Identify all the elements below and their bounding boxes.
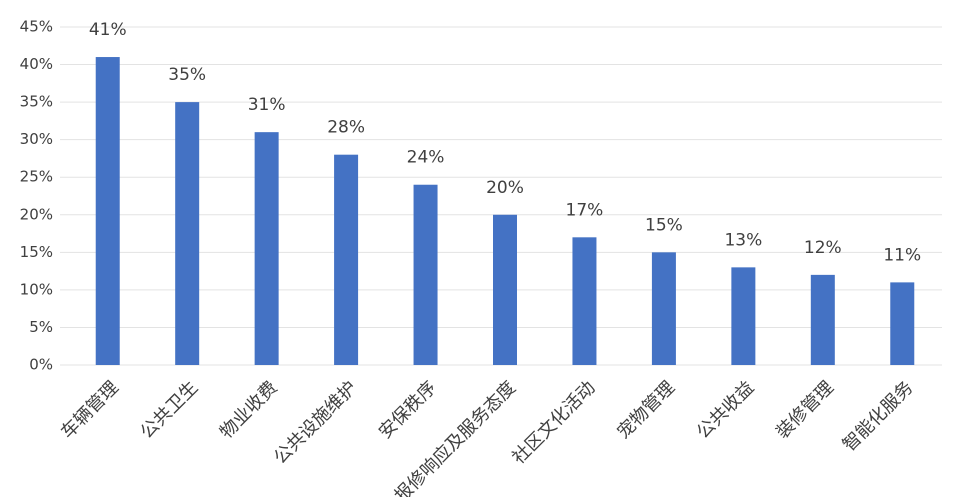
x-tick-label: 安保秩序: [375, 377, 441, 443]
bar: [334, 154, 359, 365]
bar: [95, 57, 120, 366]
bar: [175, 102, 200, 365]
y-tick-label: 20%: [20, 205, 53, 223]
value-label: 17%: [566, 200, 604, 220]
value-label: 35%: [168, 65, 206, 85]
y-tick-label: 10%: [20, 280, 53, 298]
bar: [890, 282, 915, 365]
x-tick-label: 公共卫生: [136, 377, 202, 443]
bar: [572, 237, 597, 365]
x-tick-label: 公共设施维护: [270, 377, 361, 468]
value-label: 15%: [645, 215, 683, 235]
x-tick-label: 装修管理: [772, 377, 838, 443]
y-tick-label: 15%: [20, 243, 53, 261]
bar: [254, 132, 279, 365]
y-tick-label: 30%: [20, 130, 53, 148]
value-label: 41%: [89, 20, 127, 40]
y-tick-label: 45%: [20, 18, 53, 36]
value-label: 28%: [327, 118, 365, 138]
x-tick-label: 公共收益: [693, 377, 759, 443]
y-tick-label: 5%: [29, 318, 53, 336]
y-tick-label: 40%: [20, 55, 53, 73]
x-tick-label: 物业收费: [216, 377, 282, 443]
value-label: 31%: [248, 95, 286, 115]
value-label: 24%: [407, 148, 445, 168]
x-tick-label: 车辆管理: [57, 377, 123, 443]
value-label: 20%: [486, 178, 524, 198]
y-tick-label: 25%: [20, 168, 53, 186]
bar: [493, 214, 517, 365]
x-tick-label: 社区文化活动: [508, 377, 599, 468]
bar: [651, 252, 676, 365]
value-label: 13%: [724, 230, 762, 250]
bar: [731, 267, 756, 365]
x-tick-label: 智能化服务: [839, 377, 917, 455]
y-tick-label: 35%: [20, 93, 53, 111]
bar: [810, 274, 835, 365]
value-label: 11%: [883, 245, 921, 265]
value-label: 12%: [804, 238, 842, 258]
x-tick-label: 宠物管理: [613, 377, 679, 443]
bar: [413, 184, 438, 365]
y-tick-label: 0%: [29, 356, 53, 374]
